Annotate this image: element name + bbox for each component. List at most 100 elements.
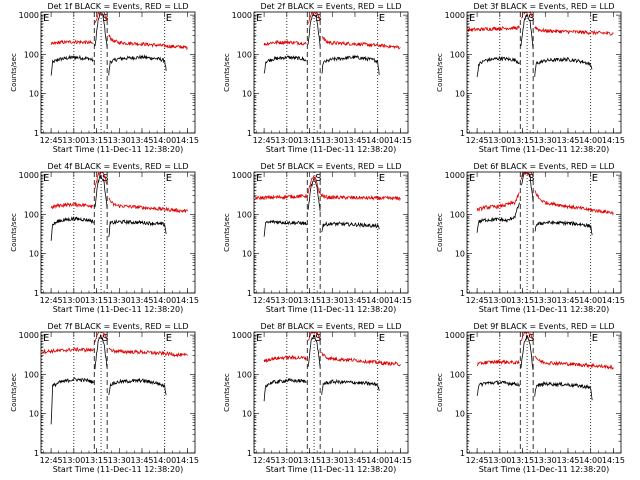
series-line-events — [50, 54, 94, 76]
series-line-lld — [467, 25, 520, 33]
x-tick-label: 14:15 — [176, 136, 199, 145]
y-tick-label: 100 — [24, 370, 39, 379]
series-line-lld — [108, 347, 188, 358]
x-tick-label: 13:15 — [511, 456, 534, 465]
series-line-lld — [94, 332, 108, 343]
x-tick-label: 13:45 — [556, 456, 579, 465]
marker-label: E — [592, 333, 598, 344]
x-tick-label: 14:15 — [602, 296, 625, 305]
x-tick-label: 13:00 — [275, 136, 298, 145]
marker-label: E — [469, 13, 475, 24]
y-axis-label: Counts/sec — [436, 373, 444, 412]
x-tick-label: 13:00 — [275, 456, 298, 465]
series-line-events — [108, 377, 167, 396]
series-line-lld — [307, 175, 327, 199]
panel-title: Det 8f BLACK = Events, RED = LLD — [260, 322, 401, 331]
x-axis-label: Start Time (11-Dec-11 12:38:20) — [53, 145, 184, 154]
y-tick-label: 100 — [450, 210, 465, 219]
y-tick-label: 1 — [247, 129, 252, 138]
chart-panel: Det 3f BLACK = Events, RED = LLD E S E 1 10 10… — [436, 2, 625, 154]
x-tick-label: 12:45 — [40, 296, 63, 305]
x-tick-label: 14:00 — [366, 456, 389, 465]
plot-frame — [466, 331, 622, 454]
marker-label: E — [256, 333, 262, 344]
x-tick-label: 14:15 — [389, 136, 412, 145]
x-tick-label: 13:00 — [275, 296, 298, 305]
x-tick-label: 13:00 — [488, 296, 511, 305]
x-axis-label: Start Time (11-Dec-11 12:38:20) — [266, 145, 397, 154]
x-tick-label: 13:15 — [85, 456, 108, 465]
y-tick-label: 100 — [450, 50, 465, 59]
x-tick-label: 13:15 — [85, 296, 108, 305]
series-line-events — [520, 13, 534, 49]
series-line-lld — [321, 36, 401, 50]
series-line-lld — [534, 190, 614, 216]
marker-label: E — [379, 173, 385, 184]
series-line-events — [108, 219, 167, 238]
x-tick-label: 13:45 — [130, 296, 153, 305]
x-tick-label: 14:00 — [579, 456, 602, 465]
x-tick-label: 12:45 — [253, 456, 276, 465]
x-tick-label: 13:15 — [298, 136, 321, 145]
series-line-events — [108, 54, 167, 76]
series-line-events — [50, 215, 94, 241]
series-line-events — [321, 54, 380, 76]
y-tick-label: 1000 — [445, 171, 465, 180]
x-tick-label: 13:00 — [62, 136, 85, 145]
chart-panel: Det 9f BLACK = Events, RED = LLD E S E 1 10 10… — [436, 322, 625, 474]
series-line-lld — [476, 359, 520, 367]
series-line-events — [534, 220, 593, 236]
series-line-lld — [520, 12, 534, 19]
x-tick-label: 13:45 — [556, 296, 579, 305]
x-tick-label: 12:45 — [40, 136, 63, 145]
series-line-events — [94, 334, 108, 370]
x-tick-label: 13:30 — [321, 296, 344, 305]
y-tick-label: 10 — [242, 90, 252, 99]
x-tick-label: 12:45 — [40, 456, 63, 465]
chart-panel: Det 5f BLACK = Events, RED = LLD E S E 1 10 10… — [223, 162, 412, 314]
y-axis-label: Counts/sec — [10, 373, 18, 412]
x-tick-label: 13:45 — [556, 136, 579, 145]
x-tick-label: 13:00 — [488, 136, 511, 145]
chart-panel: Det 6f BLACK = Events, RED = LLD E S E 1 10 10… — [436, 162, 625, 314]
series-line-events — [94, 174, 108, 209]
marker-label: E — [166, 173, 172, 184]
x-tick-label: 14:15 — [176, 456, 199, 465]
y-axis-label: Counts/sec — [436, 213, 444, 252]
series-line-lld — [41, 347, 94, 355]
chart-panel: Det 7f BLACK = Events, RED = LLD E S E 1 10 10… — [10, 322, 199, 474]
x-tick-label: 14:00 — [366, 136, 389, 145]
x-tick-label: 13:15 — [85, 136, 108, 145]
panel-title: Det 9f BLACK = Events, RED = LLD — [473, 322, 614, 331]
chart-panel: Det 8f BLACK = Events, RED = LLD E S E 1 10 10… — [223, 322, 412, 474]
series-line-lld — [307, 12, 321, 24]
x-axis-label: Start Time (11-Dec-11 12:38:20) — [479, 145, 610, 154]
marker-label: E — [379, 333, 385, 344]
y-tick-label: 10 — [242, 250, 252, 259]
x-tick-label: 14:15 — [176, 296, 199, 305]
x-tick-label: 13:45 — [130, 136, 153, 145]
series-line-lld — [108, 34, 188, 51]
plot-frame — [466, 171, 622, 294]
marker-label: E — [43, 333, 49, 344]
y-tick-label: 10 — [455, 410, 465, 419]
series-line-lld — [476, 192, 520, 212]
y-tick-label: 1000 — [19, 171, 39, 180]
x-tick-label: 13:30 — [321, 136, 344, 145]
x-axis-label: Start Time (11-Dec-11 12:38:20) — [479, 465, 610, 474]
y-axis-label: Counts/sec — [10, 213, 18, 252]
series-line-events — [94, 12, 108, 48]
y-tick-label: 10 — [29, 90, 39, 99]
x-tick-label: 13:15 — [511, 296, 534, 305]
x-tick-label: 13:30 — [108, 136, 131, 145]
y-tick-label: 100 — [24, 50, 39, 59]
marker-label: E — [166, 13, 172, 24]
y-tick-label: 10 — [242, 410, 252, 419]
series-line-events — [520, 335, 534, 370]
marker-label: E — [592, 173, 598, 184]
series-line-events — [307, 12, 321, 47]
marker-label: E — [256, 173, 262, 184]
y-axis-label: Counts/sec — [223, 53, 231, 92]
